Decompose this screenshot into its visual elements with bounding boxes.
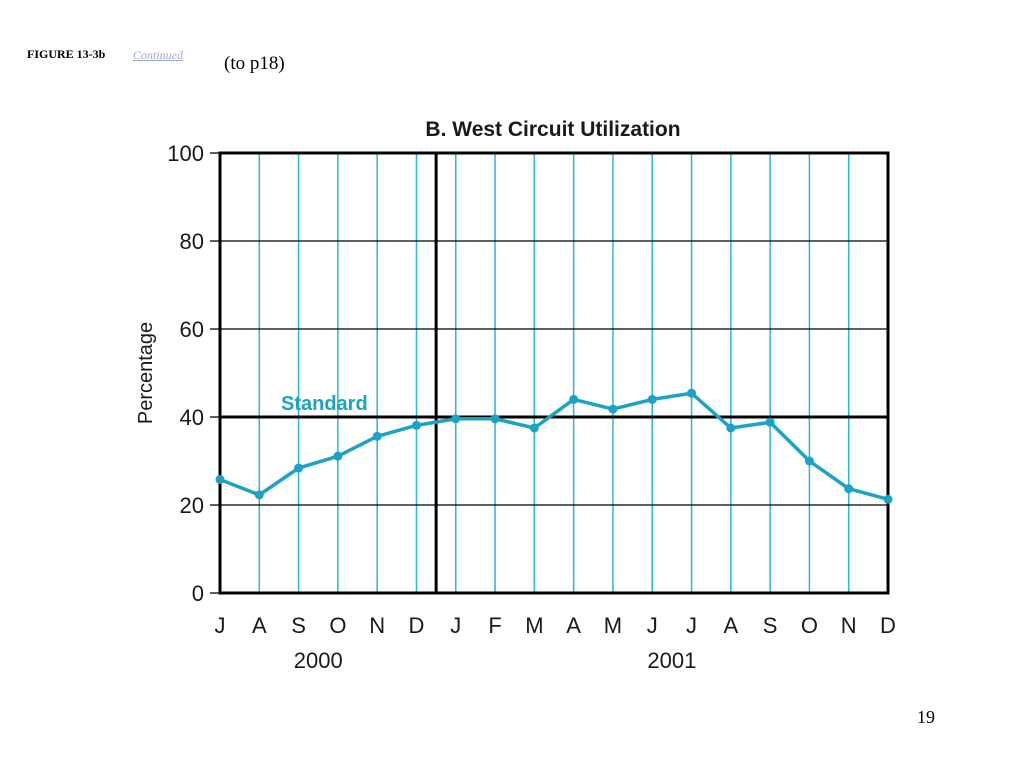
data-point [569,394,579,404]
data-point [451,414,461,424]
to-page-reference: (to p18) [224,53,285,74]
grid [210,151,890,595]
data-point [529,423,539,433]
data-point [765,417,775,427]
y-tick-label: 20 [180,493,204,518]
y-tick-label: 100 [167,141,204,166]
x-tick-label: N [841,613,857,638]
y-tick-label: 80 [180,229,204,254]
data-point [372,431,382,441]
data-point [844,484,854,494]
x-tick-label: J [450,613,461,638]
continued-link[interactable]: Continued [133,48,183,62]
data-point [647,394,657,404]
data-point [411,420,421,430]
x-tick-label: A [566,613,581,638]
x-tick-label: D [409,613,425,638]
data-point [215,474,225,484]
x-tick-label: J [686,613,697,638]
x-tick-label: A [252,613,267,638]
x-tick-label: J [215,613,226,638]
data-point [726,423,736,433]
data-point [883,494,893,504]
x-tick-label: N [369,613,385,638]
data-point [294,463,304,473]
x-tick-label: D [880,613,896,638]
data-point [333,451,343,461]
x-tick-label: S [763,613,778,638]
x-tick-label: O [329,613,346,638]
plot-frame [218,151,890,595]
data-point [608,404,618,414]
series-layer [215,388,893,504]
series-line [219,391,889,501]
figure-label: FIGURE 13-3b [27,47,106,61]
x-tick-label: J [647,613,658,638]
x-tick-label: F [488,613,501,638]
data-point [490,414,500,424]
x-tick-label: A [723,613,738,638]
page-number: 19 [917,707,935,727]
chart-title: B. West Circuit Utilization [425,118,680,141]
y-tick-label: 0 [192,581,204,606]
data-point [804,456,814,466]
year-label: 2001 [647,648,696,673]
y-tick-label: 60 [180,317,204,342]
year-label: 2000 [294,648,343,673]
data-point [687,388,697,398]
x-tick-label: O [801,613,818,638]
y-tick-label: 40 [180,405,204,430]
x-tick-label: M [604,613,622,638]
x-tick-label: M [525,613,543,638]
y-axis-label: Percentage [135,322,157,424]
standard-label: Standard [281,393,368,415]
data-point [254,490,264,500]
x-tick-label: S [291,613,306,638]
